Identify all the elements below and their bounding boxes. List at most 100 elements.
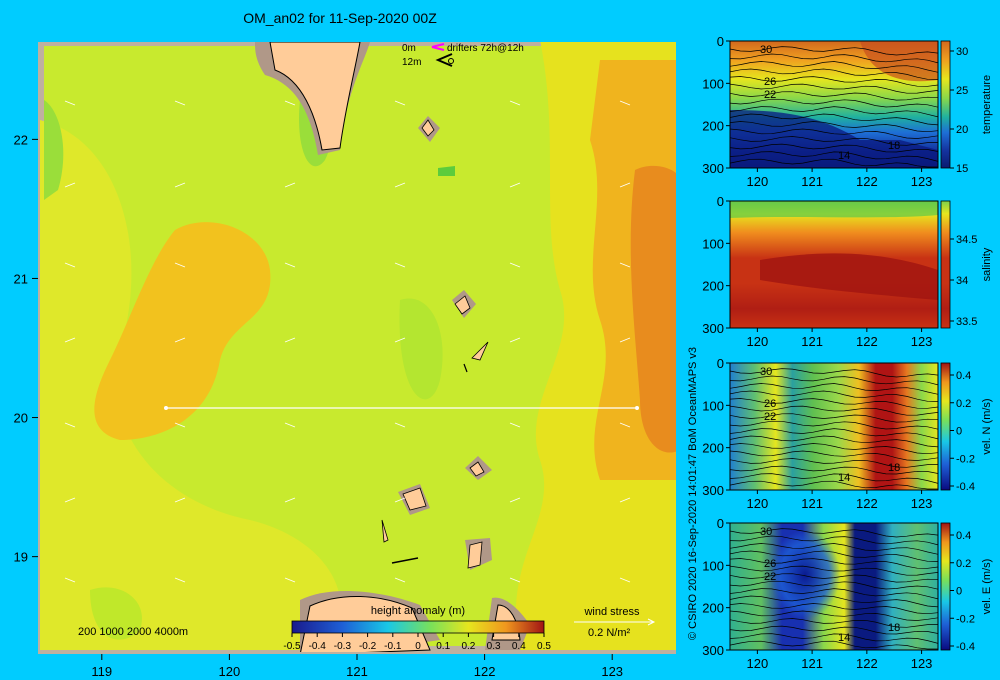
vel-n-panel (730, 363, 938, 490)
section-y-tick-label: 100 (702, 398, 724, 413)
section-x-tick-label: 123 (911, 334, 933, 349)
section-colorbar-tick-label: -0.2 (956, 453, 975, 465)
wind-arrow (174, 497, 186, 503)
section-x-tick-label: 120 (747, 496, 769, 511)
isotherm-contour (729, 383, 939, 395)
isotherm-contour (729, 413, 939, 423)
isotherm-contour (729, 375, 939, 386)
isotherm-contour (729, 68, 939, 80)
section-y-tick-label: 200 (702, 601, 724, 616)
section-y-tick-label: 300 (702, 161, 724, 176)
section-colorbar-label: temperature (981, 75, 993, 134)
map-x-tick-label: 120 (219, 664, 241, 679)
contour-label: 30 (760, 526, 772, 538)
section-y-tick-label: 0 (717, 356, 724, 371)
section-y-tick-label: 100 (702, 558, 724, 573)
contour-label: 14 (838, 632, 850, 644)
colorbar-ticks: -0.5 -0.4 -0.3 -0.2 -0.1 0 0.1 0.2 0.3 0.4 0.5 (283, 633, 551, 652)
isotherm-contour (729, 473, 939, 484)
colorbar-tick-label: 0.4 (512, 641, 526, 652)
section-x-tick-label: 121 (801, 334, 823, 349)
land-island (471, 341, 489, 361)
isotherm-contour (729, 83, 939, 94)
isotherm-contour (729, 443, 939, 455)
colorbar-tick-label: -0.3 (334, 641, 352, 652)
section-colorbar-tick-label: 0.4 (956, 370, 971, 382)
isotherm-contour (729, 390, 939, 402)
colorbar-tick-label: -0.5 (283, 641, 301, 652)
map-x-tick-label: 122 (474, 664, 496, 679)
contour-label: 14 (838, 150, 850, 162)
section-y-tick-label: 0 (717, 194, 724, 209)
wind-arrow (174, 262, 186, 268)
section-x-tick-label: 120 (747, 174, 769, 189)
temperature-panel (730, 41, 938, 168)
section-y-tick-label: 200 (702, 279, 724, 294)
anomaly-darkorange-right (630, 165, 676, 453)
vel-n-field (730, 363, 938, 490)
wind-arrow (64, 422, 76, 428)
wind-arrow (394, 337, 406, 343)
section-y-tick-label: 0 (717, 516, 724, 531)
colorbar-tick-label: 0.3 (487, 641, 501, 652)
section-frame (729, 522, 939, 651)
section-colorbar-tick-label: 30 (956, 46, 968, 58)
land-island (463, 363, 468, 373)
section-y-tick-label: 300 (702, 643, 724, 658)
anomaly-green-patch (44, 100, 64, 200)
isotherm-contour (729, 151, 939, 162)
isotherm-contour (729, 143, 939, 153)
land-island (454, 295, 471, 315)
colorbar-tick-label: 0.5 (537, 641, 551, 652)
map-panel: 0m 12m drifters 72h@12h 200 1000 2000 40… (14, 42, 676, 679)
transect-end (635, 406, 639, 410)
map-x-tick-label: 119 (91, 664, 112, 679)
contour-label: 18 (888, 622, 900, 634)
section-x-tick-label: 120 (747, 334, 769, 349)
contour-label: 26 (764, 558, 776, 570)
section-colorbar-tick-label: 0.2 (956, 398, 971, 410)
isotherm-contour (729, 368, 939, 378)
land-island (402, 487, 427, 511)
wind-legend-scale: 0.2 N/m² (588, 627, 631, 639)
isotherm-contour (729, 573, 939, 583)
isotherm-contour (729, 465, 939, 475)
transect-start (164, 406, 168, 410)
section-y-tick-label: 300 (702, 483, 724, 498)
map-x-tick-label: 123 (601, 664, 623, 679)
section-colorbar (940, 522, 951, 651)
wind-arrow (619, 182, 631, 188)
isotherm-contour (729, 543, 939, 555)
isotherm-contour (729, 633, 939, 644)
wind-arrow (509, 182, 521, 188)
wind-arrow (174, 422, 186, 428)
isotherm-contour (729, 158, 938, 168)
section-y-tick-label: 200 (702, 119, 724, 134)
section-x-tick-label: 122 (856, 496, 878, 511)
isotherm-contour (729, 603, 939, 615)
wind-arrow (64, 577, 76, 583)
isotherm-contour (729, 428, 939, 440)
depth-legend: 200 1000 2000 4000m (78, 626, 188, 638)
isotherm-contour (729, 480, 938, 490)
contour-label: 14 (838, 472, 850, 484)
height-colorbar (291, 620, 545, 634)
isotherm-contour (729, 98, 939, 108)
wind-arrow (619, 337, 631, 343)
section-x-tick-label: 122 (856, 656, 878, 671)
anomaly-green-patch (438, 166, 455, 176)
wind-arrow (619, 577, 631, 583)
section-colorbar-tick-label: 25 (956, 85, 968, 97)
land-island (469, 461, 485, 477)
section-colorbar (940, 200, 951, 329)
vel-e-panel (730, 523, 938, 650)
wind-arrow (284, 422, 296, 428)
contour-label: 26 (764, 76, 776, 88)
map-y-tick-label: 22 (14, 132, 28, 147)
isotherm-contour (729, 405, 939, 416)
isotherm-contour (729, 106, 939, 118)
drifter-legend-12m: 12m (402, 57, 421, 68)
contour-label: 22 (764, 571, 776, 583)
